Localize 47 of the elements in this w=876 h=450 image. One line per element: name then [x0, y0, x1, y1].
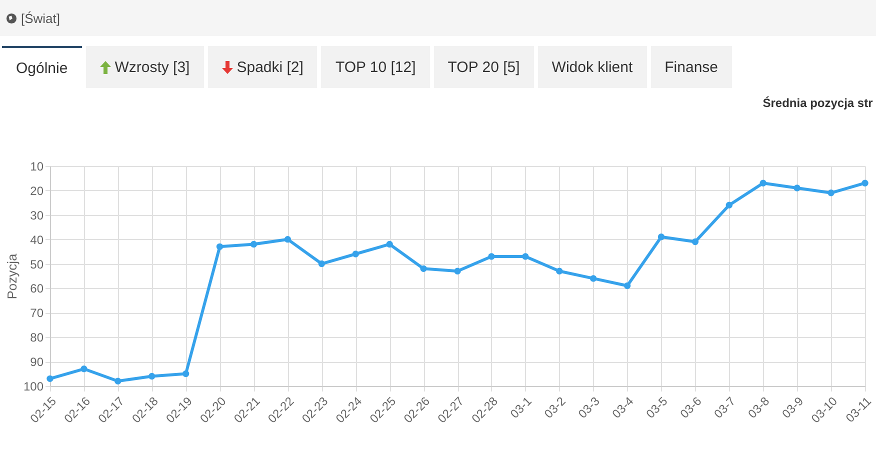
y-tick-label: 60	[30, 282, 44, 296]
point	[862, 180, 868, 186]
y-tick-label: 70	[30, 306, 44, 320]
y-tick-label: 90	[30, 355, 44, 370]
y-tick-label: 100	[23, 380, 44, 394]
point	[828, 190, 834, 196]
point	[590, 275, 597, 282]
point	[182, 370, 190, 378]
point	[80, 366, 88, 372]
y-tick-label: 10	[30, 160, 44, 174]
chart-title: Średnia pozycja str	[762, 96, 874, 110]
text: TOP 20 [5]	[448, 58, 520, 76]
point	[250, 240, 258, 248]
y-tick-label: 20	[30, 184, 44, 198]
point	[420, 265, 427, 272]
point	[794, 184, 800, 192]
text: Spadki [2]	[236, 58, 304, 76]
y-tick-label: 50	[30, 257, 44, 272]
y-tick-label: 40	[30, 232, 44, 247]
point	[46, 375, 54, 382]
point	[692, 238, 699, 246]
text: Wzrosty [3]	[114, 58, 190, 76]
point	[658, 234, 665, 240]
point	[624, 282, 631, 290]
point	[216, 243, 224, 250]
y-tick-label: 30	[30, 208, 44, 222]
point	[454, 268, 461, 274]
point	[114, 378, 122, 384]
text: Ogólnie	[16, 60, 68, 76]
point	[352, 250, 359, 258]
point	[556, 268, 563, 274]
x-tick-label: 03-1	[508, 394, 535, 421]
point	[148, 372, 156, 380]
point	[522, 253, 529, 260]
point	[488, 253, 495, 260]
point	[318, 260, 326, 268]
text: [Świat]	[21, 10, 60, 26]
y-axis-title: Pozycja	[4, 252, 20, 300]
point	[284, 236, 292, 243]
point	[386, 240, 393, 248]
point	[760, 180, 766, 186]
text: Widok klient	[552, 58, 633, 76]
y-tick-label: 80	[30, 330, 44, 345]
text: TOP 10 [12]	[335, 58, 416, 76]
point	[726, 202, 733, 208]
x-tick-label: 03-9	[779, 394, 806, 421]
text: Finanse	[664, 58, 718, 76]
